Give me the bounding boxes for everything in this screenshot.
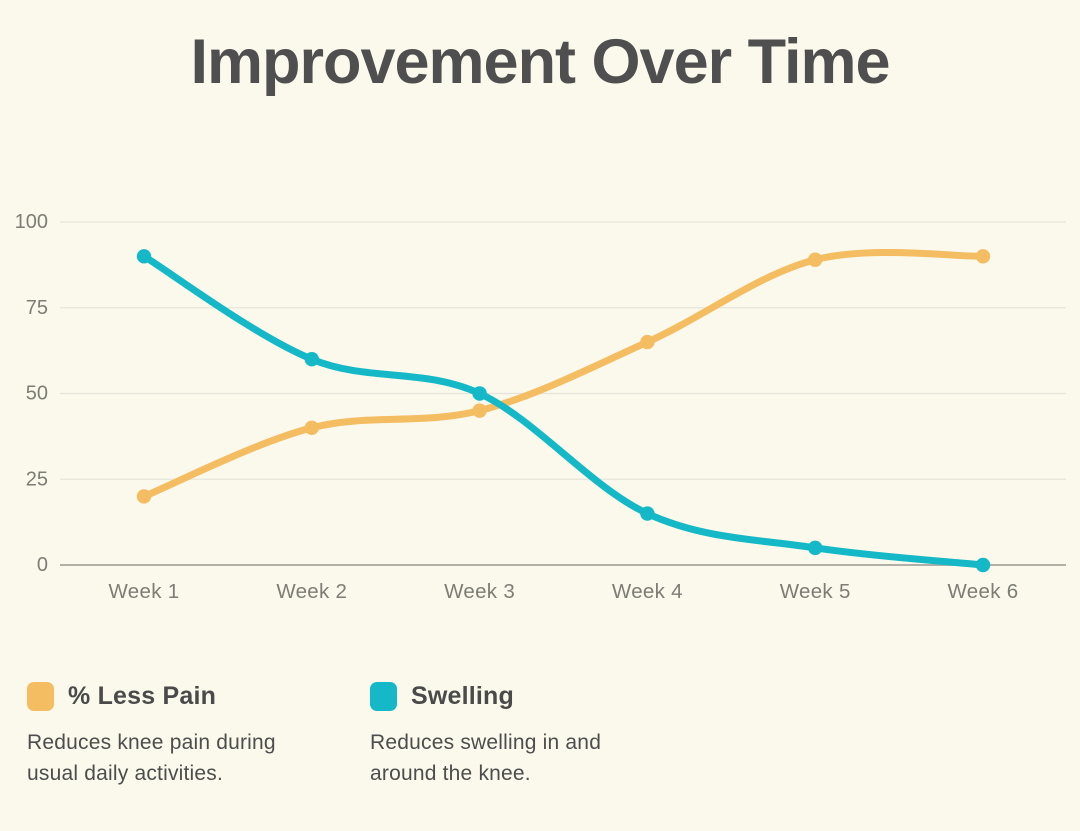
x-tick-label: Week 3	[444, 580, 515, 603]
x-tick-label: Week 6	[948, 580, 1019, 603]
data-point-swelling	[136, 249, 152, 264]
x-tick-label: Week 2	[276, 580, 347, 603]
series-line-less-pain	[140, 249, 987, 500]
data-point-less-pain	[136, 489, 152, 504]
legend-label-less-pain: % Less Pain	[68, 682, 217, 710]
data-point-swelling	[472, 386, 487, 401]
data-point-swelling	[975, 557, 991, 573]
data-point-swelling	[808, 540, 823, 556]
x-tick-label: Week 5	[780, 580, 851, 603]
data-point-less-pain	[472, 403, 487, 418]
legend-label-swelling: Swelling	[411, 682, 515, 710]
page-title: Improvement Over Time	[190, 27, 890, 97]
series-line-swelling	[140, 252, 987, 569]
legend-description-swelling: Reduces swelling in and around the knee.	[370, 731, 602, 785]
swelling-color-swatch	[370, 682, 397, 711]
y-tick-label: 25	[26, 468, 48, 490]
legend-description-less-pain: Reduces knee pain during usual daily act…	[27, 731, 276, 785]
less-pain-color-swatch	[27, 682, 54, 711]
data-point-swelling	[640, 506, 655, 521]
data-point-less-pain	[975, 249, 991, 264]
y-tick-label: 0	[37, 554, 48, 576]
y-tick-label: 50	[26, 383, 48, 405]
data-point-less-pain	[808, 252, 823, 267]
y-tick-label: 100	[15, 211, 48, 233]
legend-head-less-pain: % Less Pain	[27, 682, 357, 711]
legend-item-less-pain: % Less Pain Reduces knee pain during usu…	[27, 682, 357, 789]
data-point-swelling	[304, 352, 319, 367]
y-tick-label: 75	[26, 297, 48, 319]
legend-head-swelling: Swelling	[370, 682, 700, 711]
data-point-less-pain	[640, 334, 655, 350]
data-point-less-pain	[304, 420, 319, 435]
x-tick-label: Week 4	[612, 580, 683, 603]
legend-item-swelling: Swelling Reduces swelling in and around …	[370, 682, 700, 789]
x-tick-label: Week 1	[109, 580, 180, 603]
